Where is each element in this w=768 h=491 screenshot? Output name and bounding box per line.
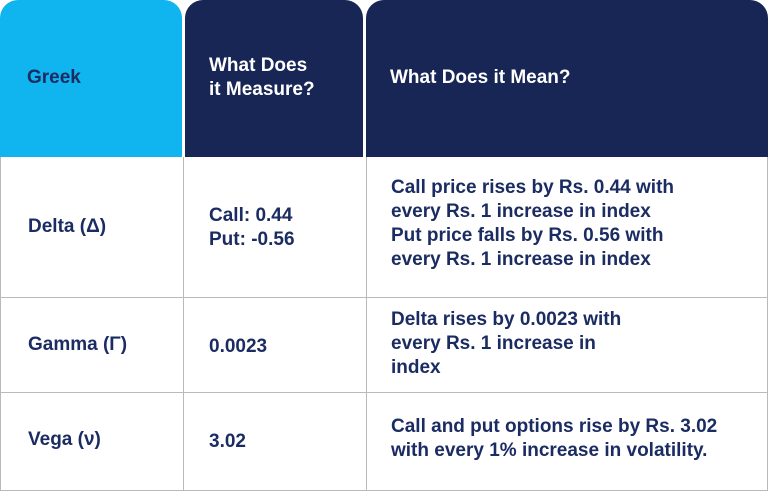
- meaning-vega-line-1: Call and put options rise by Rs. 3.02: [391, 416, 718, 437]
- greek-vega: Vega (ν): [28, 429, 101, 450]
- measure-delta: Call: 0.44 Put: -0.56: [209, 204, 295, 252]
- header-greek-label: Greek: [27, 67, 81, 88]
- meaning-delta-line-2: every Rs. 1 increase in index: [391, 201, 651, 222]
- header-meaning: What Does it Mean?: [366, 0, 768, 157]
- column-divider: [183, 157, 184, 490]
- row-divider: [1, 392, 767, 393]
- meaning-vega-line-2: with every 1% increase in volatility.: [391, 440, 708, 461]
- measure-vega: 3.02: [209, 430, 246, 454]
- table-body: Delta (Δ) Call: 0.44 Put: -0.56 Call pri…: [0, 157, 768, 491]
- header-meaning-label: What Does it Mean?: [390, 67, 571, 88]
- greek-gamma: Gamma (Γ): [28, 334, 128, 355]
- measure-delta-line-1: Call: 0.44: [209, 205, 293, 226]
- row-divider: [1, 297, 767, 298]
- measure-gamma: 0.0023: [209, 335, 267, 359]
- meaning-delta-line-3: Put price falls by Rs. 0.56 with: [391, 225, 664, 246]
- header-measure-line-2: it Measure?: [209, 79, 315, 100]
- greek-delta: Delta (Δ): [28, 216, 107, 237]
- measure-delta-line-2: Put: -0.56: [209, 229, 295, 250]
- meaning-gamma: Delta rises by 0.0023 with every Rs. 1 i…: [391, 308, 621, 380]
- meaning-gamma-line-1: Delta rises by 0.0023 with: [391, 309, 622, 330]
- meaning-delta-line-4: every Rs. 1 increase in index: [391, 249, 651, 270]
- header-measure: What Does it Measure?: [185, 0, 363, 157]
- meaning-delta-line-1: Call price rises by Rs. 0.44 with: [391, 177, 675, 198]
- measure-vega-line-1: 3.02: [209, 431, 246, 452]
- header-measure-label: What Does it Measure?: [209, 54, 315, 102]
- header-measure-line-1: What Does: [209, 55, 308, 76]
- meaning-gamma-line-3: index: [391, 357, 441, 378]
- meaning-delta: Call price rises by Rs. 0.44 with every …: [391, 176, 674, 272]
- column-divider: [366, 157, 367, 490]
- header-greek: Greek: [0, 0, 182, 157]
- meaning-gamma-line-2: every Rs. 1 increase in: [391, 333, 596, 354]
- measure-gamma-line-1: 0.0023: [209, 336, 268, 357]
- meaning-vega: Call and put options rise by Rs. 3.02 wi…: [391, 415, 717, 463]
